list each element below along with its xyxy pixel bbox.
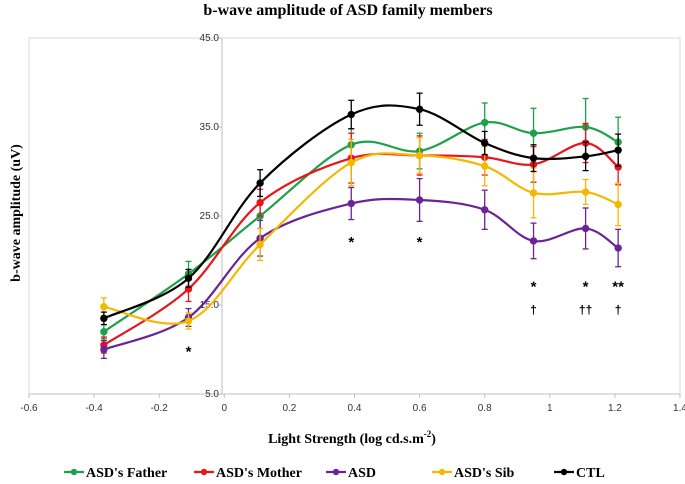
legend: ASD's Father ASD's Mother ASD ASD's Sib CTL	[64, 466, 605, 481]
legend-label: ASD	[348, 466, 376, 481]
data-point	[529, 129, 538, 137]
data-point	[581, 188, 590, 196]
series-asd	[100, 177, 622, 360]
legend-label: ASD's Sib	[454, 466, 515, 481]
significance-marker: **	[612, 279, 624, 296]
dagger-marker: †	[530, 303, 537, 317]
y-axis-title: b-wave amplitude (uV)	[9, 144, 24, 282]
x-tick-label: 0.6	[413, 403, 427, 414]
legend-swatch-marker	[438, 468, 446, 476]
x-tick-label: 0.4	[348, 403, 362, 414]
data-point	[347, 110, 355, 119]
legend-swatch-marker	[560, 468, 568, 476]
significance-marker: *	[531, 279, 537, 296]
data-point	[100, 345, 108, 354]
data-point	[184, 317, 193, 325]
series-line	[103, 197, 619, 351]
data-point	[581, 224, 590, 233]
x-tick-label: -0.4	[85, 403, 103, 414]
x-axis-title: Light Strength (log cd.s.m-2)	[268, 429, 436, 447]
data-point	[415, 151, 424, 160]
series-line	[103, 104, 619, 320]
x-axis-title-main: Light Strength (log cd.s.m	[268, 432, 424, 447]
data-point	[529, 154, 538, 162]
data-point	[256, 198, 264, 207]
x-axis-title-suffix: )	[431, 432, 436, 447]
dagger-marker: ††	[579, 303, 592, 317]
x-tick-label: -0.2	[151, 403, 169, 414]
data-point	[529, 189, 538, 197]
series-line	[103, 141, 619, 346]
legend-swatch-marker	[70, 468, 78, 476]
plot-frame	[28, 37, 681, 395]
series-ctl	[100, 92, 622, 326]
data-point	[415, 196, 424, 204]
dagger-marker: †	[615, 303, 622, 317]
significance-marker: *	[348, 234, 354, 251]
legend-label: CTL	[576, 466, 605, 481]
data-point	[614, 200, 622, 209]
chart-title: b-wave amplitude of ASD family members	[203, 2, 492, 19]
legend-item: ASD	[326, 466, 376, 481]
legend-item: ASD's Sib	[432, 466, 515, 481]
data-point	[481, 139, 489, 147]
x-tick-label: 1.4	[673, 403, 685, 414]
x-tick-label: 0.2	[282, 403, 296, 414]
data-point	[347, 199, 355, 208]
legend-item: CTL	[554, 466, 605, 481]
series-asd-s-sib	[100, 137, 622, 330]
data-point	[481, 206, 489, 214]
data-point	[614, 244, 622, 252]
data-point	[481, 162, 489, 170]
annotation-layer: ** **†*††**†	[186, 234, 625, 360]
data-point	[100, 314, 108, 323]
x-axis-title-superscript: -2	[424, 429, 432, 439]
significance-marker: *	[417, 234, 423, 251]
y-tick-label: 35.0	[200, 122, 220, 133]
x-tick-label: 0.8	[478, 403, 492, 414]
data-point	[481, 118, 489, 127]
data-point	[347, 158, 355, 167]
data-point	[256, 240, 264, 249]
data-point	[100, 328, 108, 336]
y-tick-label: 5.0	[205, 389, 219, 400]
data-point	[184, 274, 193, 282]
x-tick-label: 1	[547, 403, 553, 414]
series-asd-s-father	[100, 97, 622, 340]
y-tick-label: 25.0	[200, 211, 220, 222]
data-point	[256, 179, 264, 187]
x-tick-label: 0	[222, 403, 228, 414]
x-tick-label: -0.6	[20, 403, 38, 414]
plot-border	[28, 37, 681, 395]
significance-marker: *	[583, 279, 589, 296]
data-point	[100, 303, 108, 311]
legend-swatch-marker	[200, 468, 208, 476]
series-layer	[100, 92, 622, 360]
legend-label: ASD's Mother	[216, 466, 302, 481]
series-line	[103, 121, 619, 333]
series-line	[103, 152, 619, 325]
data-point	[581, 152, 590, 161]
data-point	[529, 237, 538, 245]
significance-marker: *	[186, 344, 192, 361]
legend-item: ASD's Mother	[194, 466, 302, 481]
legend-label: ASD's Father	[86, 466, 167, 481]
x-axis: -0.6 -0.4 -0.2 0 0.2 0.4 0.6 0.8 1 1.2 1.4	[20, 393, 685, 414]
legend-swatch-marker	[332, 468, 340, 476]
data-point	[614, 146, 622, 154]
y-tick-label: 45.0	[200, 33, 220, 44]
legend-item: ASD's Father	[64, 466, 167, 481]
x-tick-label: 1.2	[608, 403, 622, 414]
y-axis-ticks: 5.015.025.035.045.0	[200, 33, 223, 400]
data-point	[415, 105, 424, 113]
